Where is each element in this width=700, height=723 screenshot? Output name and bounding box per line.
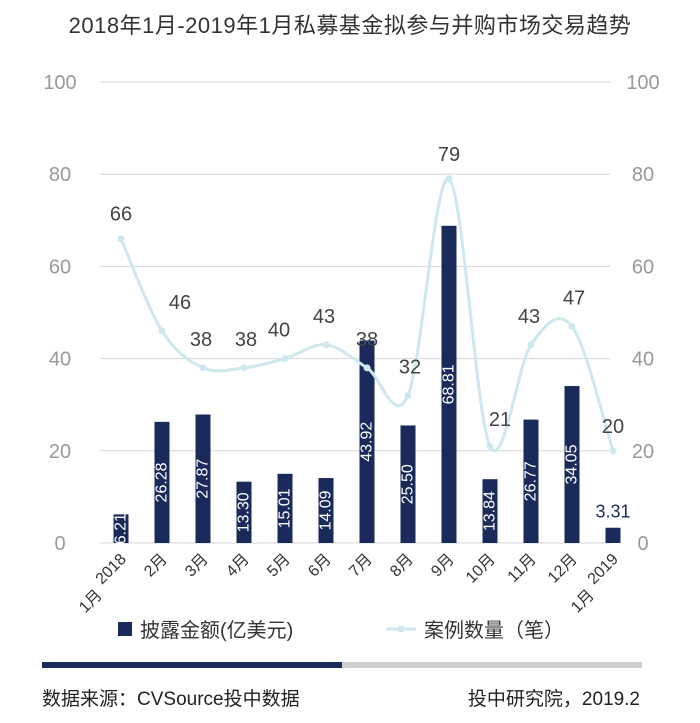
y-tick-right: 40 <box>632 349 654 371</box>
y-tick-left: 0 <box>54 533 65 555</box>
line-value-label: 21 <box>489 409 511 431</box>
line-value-label: 40 <box>268 320 290 342</box>
footer-divider <box>42 662 642 668</box>
bar-value-label: 26.77 <box>523 461 540 501</box>
x-tick-label: 8月 <box>387 551 417 581</box>
line-point <box>199 364 207 372</box>
chart-area: 0 20 40 60 80 100 0 20 40 60 80 100 6.21 26.28 27.87… <box>43 72 659 642</box>
bar-value-label: 43.92 <box>359 422 376 462</box>
bar-value-label: 34.05 <box>564 444 581 484</box>
x-tick-label: 12月 <box>545 551 581 587</box>
y-tick-right: 80 <box>632 164 654 186</box>
y-tick-right: 100 <box>626 72 659 94</box>
credit-note: 投中研究院，2019.2 <box>467 689 640 710</box>
bar <box>236 481 252 543</box>
line-point <box>486 442 494 450</box>
y-axis-left: 0 20 40 60 80 100 <box>43 72 76 555</box>
legend-bar-label: 披露金额(亿美元) <box>140 619 293 642</box>
y-tick-left: 40 <box>49 349 71 371</box>
line-series: 66 46 38 38 40 43 38 32 79 21 43 47 20 <box>110 144 624 455</box>
y-tick-right: 60 <box>632 256 654 278</box>
y-tick-right: 20 <box>632 441 654 463</box>
bar-value-label: 26.28 <box>154 462 171 502</box>
bar-series: 6.21 26.28 27.87 13.30 15.01 14.09 43.92 25.50 6… <box>113 225 631 544</box>
bar-value-label: 68.81 <box>441 364 458 404</box>
line-point <box>240 364 248 372</box>
x-tick-label: 11月 <box>505 551 540 586</box>
line-point <box>568 322 576 330</box>
y-tick-left: 80 <box>49 164 71 186</box>
line-point <box>527 341 535 349</box>
line-value-label: 38 <box>190 329 212 351</box>
chart-title: 2018年1月-2019年1月私募基金拟参与并购市场交易趋势 <box>68 13 632 38</box>
line-point <box>158 327 166 335</box>
bar <box>441 225 457 544</box>
line-point <box>322 341 330 349</box>
line-point <box>363 364 371 372</box>
line-value-label: 38 <box>356 329 378 351</box>
line-value-label: 32 <box>399 356 421 378</box>
bar <box>482 479 498 543</box>
legend: 披露金额(亿美元) 案例数量（笔） <box>118 619 564 642</box>
bar <box>605 527 621 543</box>
x-tick-label: 5月 <box>264 551 294 581</box>
line-value-label: 38 <box>235 329 257 351</box>
legend-line-marker <box>397 625 405 633</box>
line-value-label: 66 <box>110 204 132 226</box>
x-tick-label: 6月 <box>305 551 335 581</box>
legend-line-label: 案例数量（笔） <box>424 619 564 642</box>
bar-value-label: 27.87 <box>195 459 212 499</box>
x-tick-label: 2018 <box>93 551 130 588</box>
bar-value-label: 14.09 <box>318 490 335 530</box>
y-axis-right: 0 20 40 60 80 100 <box>626 72 659 555</box>
x-tick-label: 2019 <box>585 551 622 588</box>
bar-value-label: 25.50 <box>400 464 417 504</box>
legend-bar-swatch <box>118 622 132 636</box>
line-value-label: 46 <box>169 292 191 314</box>
line-value-label: 20 <box>602 416 624 438</box>
line-point <box>117 235 125 243</box>
bar <box>523 419 539 543</box>
x-tick-label: 2月 <box>141 551 171 581</box>
line-point <box>445 175 453 183</box>
line-point <box>281 355 289 363</box>
bar <box>359 340 375 543</box>
line-point <box>609 447 617 455</box>
y-tick-right: 0 <box>637 533 648 555</box>
line-point <box>404 391 412 399</box>
line-value-label: 43 <box>518 306 540 328</box>
y-tick-left: 60 <box>49 256 71 278</box>
bar <box>564 386 580 543</box>
bar-value-label: 13.84 <box>482 491 499 531</box>
bar-value-label: 13.30 <box>236 492 253 532</box>
bar <box>113 514 129 543</box>
y-tick-left: 20 <box>49 441 71 463</box>
bar <box>195 414 211 543</box>
bar-value-label: 6.21 <box>113 513 130 544</box>
x-tick-sublabel: 1月 <box>76 587 106 617</box>
source-note: 数据来源：CVSource投中数据 <box>42 689 300 710</box>
x-tick-sublabel: 1月 <box>568 587 598 617</box>
line-value-label: 79 <box>438 144 460 166</box>
bar-value-label: 3.31 <box>595 502 630 522</box>
line-value-label: 47 <box>563 287 585 309</box>
x-tick-label: 3月 <box>182 551 212 581</box>
bar <box>154 421 170 543</box>
x-tick-label: 7月 <box>346 551 376 581</box>
y-tick-left: 100 <box>43 72 76 94</box>
bar <box>277 473 293 543</box>
x-tick-label: 9月 <box>428 551 458 581</box>
footer-divider-accent <box>42 662 342 668</box>
bar-value-label: 15.01 <box>277 488 294 528</box>
x-tick-label: 4月 <box>223 551 253 581</box>
bar <box>400 425 416 543</box>
line-value-label: 43 <box>313 306 335 328</box>
x-tick-label: 10月 <box>463 551 499 587</box>
bar <box>318 478 334 543</box>
